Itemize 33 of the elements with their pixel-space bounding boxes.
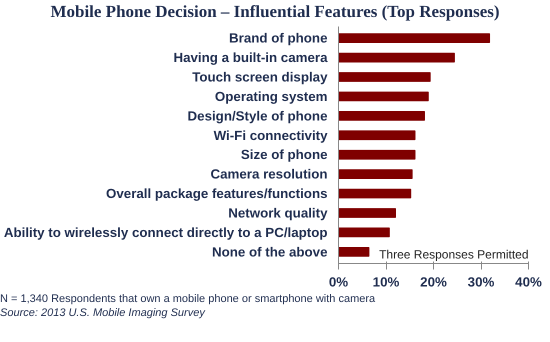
bar: [338, 92, 429, 102]
x-tick-label: 30%: [468, 274, 494, 290]
bar: [338, 169, 413, 180]
chart-title: Mobile Phone Decision – Influential Features (Top Responses): [50, 1, 500, 23]
y-tick-label: Brand of phone: [229, 30, 328, 46]
bar: [338, 72, 431, 82]
bar: [338, 52, 455, 62]
x-tick-label: 10%: [372, 274, 400, 290]
bar: [338, 130, 416, 140]
x-tick-label: 40%: [515, 274, 542, 290]
y-tick-label: Design/Style of phone: [188, 108, 328, 124]
bar: [338, 110, 425, 121]
y-tick-label: Size of phone: [240, 147, 328, 162]
bar: [338, 246, 370, 257]
bar: [338, 150, 416, 160]
y-tick-label: Operating system: [214, 88, 328, 104]
text: N = 1,340 Respondents that own a mobile phone or smartphone with camera: [0, 292, 376, 307]
bar: [338, 208, 396, 218]
y-tick-label: Network quality: [228, 205, 328, 220]
bar: [338, 33, 490, 44]
y-tick-label: Touch screen display: [192, 70, 328, 85]
annotation: Three Responses Permitted: [379, 248, 529, 262]
y-tick-label: Wi-Fi connectivity: [214, 128, 328, 143]
y-tick-label: Ability to wirelessly connect directly to a PC/laptop: [4, 224, 328, 240]
y-tick-label: None of the above: [212, 244, 328, 260]
bar: [338, 188, 412, 198]
y-tick-label: Having a built-in camera: [173, 50, 328, 66]
x-tick-label: 20%: [420, 274, 447, 290]
source-note: Source: 2013 U.S. Mobile Imaging Survey: [0, 306, 205, 321]
x-tick-label: 0%: [328, 274, 348, 290]
y-tick-label: Overall package features/functions: [106, 186, 328, 202]
bar: [338, 228, 390, 238]
y-tick-label: Camera resolution: [210, 166, 328, 182]
